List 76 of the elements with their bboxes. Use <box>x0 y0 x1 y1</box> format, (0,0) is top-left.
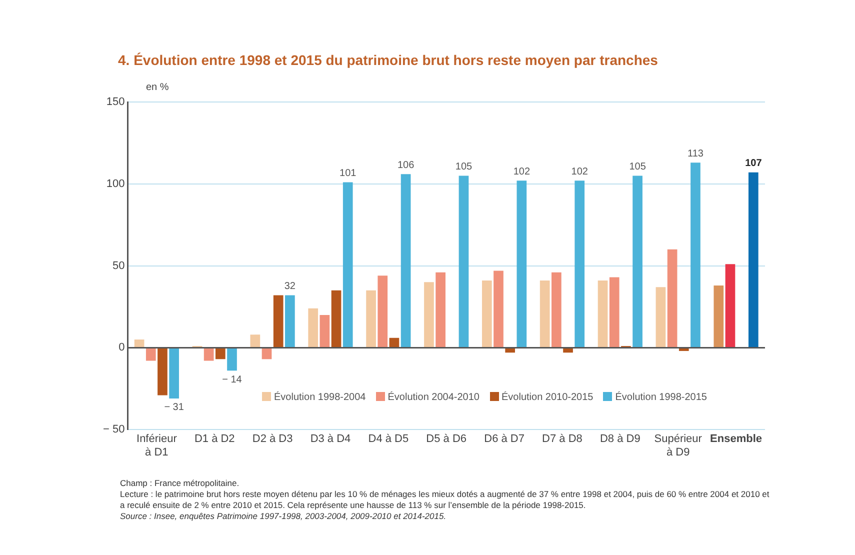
bar <box>540 280 550 348</box>
bar <box>598 280 608 348</box>
bar <box>458 176 469 348</box>
bar <box>134 340 144 348</box>
bar <box>436 272 446 348</box>
bar <box>552 272 562 348</box>
bar <box>366 290 376 348</box>
bar <box>250 334 260 348</box>
bar <box>494 270 504 348</box>
bar <box>632 176 642 348</box>
bar <box>308 308 318 348</box>
bar <box>609 277 620 348</box>
bar <box>690 162 700 348</box>
legend-label: Évolution 2004-2010 <box>388 392 480 403</box>
source-note: Source : Insee, enquêtes Patrimoine 1997-1998, 2003-2004, 2009-2010 et 2014-2015. <box>120 511 448 522</box>
bar <box>378 276 388 348</box>
x-tick-label: D7 à D8 <box>542 433 582 446</box>
x-tick-label: Supérieur à D9 <box>654 433 702 458</box>
bar <box>505 348 516 353</box>
y-tick-label: − 50 <box>102 424 125 436</box>
data-label: 105 <box>629 161 646 172</box>
bar <box>331 290 342 348</box>
legend-label: Évolution 1998-2015 <box>615 392 707 403</box>
y-tick-label: 150 <box>106 96 125 108</box>
data-label: − 14 <box>222 374 242 386</box>
chart-title: 4. Évolution entre 1998 et 2015 du patrimoine brut hors reste moyen par tranches <box>118 52 658 68</box>
y-axis-title: en % <box>146 82 169 93</box>
data-label: 105 <box>455 161 473 172</box>
x-tick-label: Inférieur à D1 <box>136 433 178 458</box>
data-label: 113 <box>688 148 704 160</box>
bar <box>725 264 736 348</box>
bar <box>714 285 724 348</box>
x-tick-label: D8 à D9 <box>600 433 640 446</box>
legend-label: Évolution 1998-2004 <box>274 392 366 403</box>
x-tick-label: D3 à D4 <box>310 433 351 446</box>
bar <box>146 348 156 361</box>
bar <box>656 287 666 348</box>
y-tick-label: 100 <box>106 178 125 190</box>
bar <box>574 180 585 348</box>
x-tick-label: D4 à D5 <box>368 433 409 446</box>
bar <box>563 348 573 353</box>
bar <box>678 348 689 351</box>
bar <box>342 182 353 348</box>
data-label: 102 <box>513 166 530 178</box>
bar <box>169 348 179 398</box>
bar <box>215 348 226 360</box>
bar <box>227 348 237 371</box>
bar <box>400 174 411 348</box>
text: Lecture : le patrimoine brut hors reste moyen détenu par les 10 % de ménages les mieux dotés a augmenté de 37 % entre 1998 et 2004, puis de 60 % entre 2004 et 2010 et a reculé ensuite de 2 % entre 2010 et 2015. Cela représente une hausse de 113 % sur l’ensemble de la période 1998-2015. <box>120 489 770 511</box>
bar <box>285 295 295 348</box>
bar <box>748 172 758 348</box>
bar <box>204 348 214 361</box>
data-label: 101 <box>340 168 357 180</box>
bar <box>667 249 678 348</box>
data-label: 107 <box>745 158 762 170</box>
x-tick-label: Ensemble <box>710 433 762 446</box>
bar <box>482 280 492 348</box>
bar <box>273 295 284 348</box>
data-label: 102 <box>571 166 588 178</box>
bar <box>389 338 400 348</box>
legend-label: Évolution 2010-2015 <box>502 392 594 403</box>
y-tick-label: 0 <box>118 342 125 354</box>
bar <box>424 282 434 348</box>
data-label: 106 <box>397 160 415 171</box>
x-tick-label: D6 à D7 <box>484 433 524 446</box>
y-tick-label: 50 <box>112 260 125 272</box>
x-tick-label: D2 à D3 <box>252 433 293 446</box>
x-tick-label: D5 à D6 <box>426 433 467 446</box>
data-label: − 31 <box>164 402 184 414</box>
bar <box>320 314 330 348</box>
bar <box>158 348 168 396</box>
bar <box>262 348 272 360</box>
text: Champ : France métropolitaine. <box>120 478 240 489</box>
bar <box>516 180 527 348</box>
x-tick-label: D1 à D2 <box>194 433 235 446</box>
data-label: 32 <box>284 281 296 292</box>
